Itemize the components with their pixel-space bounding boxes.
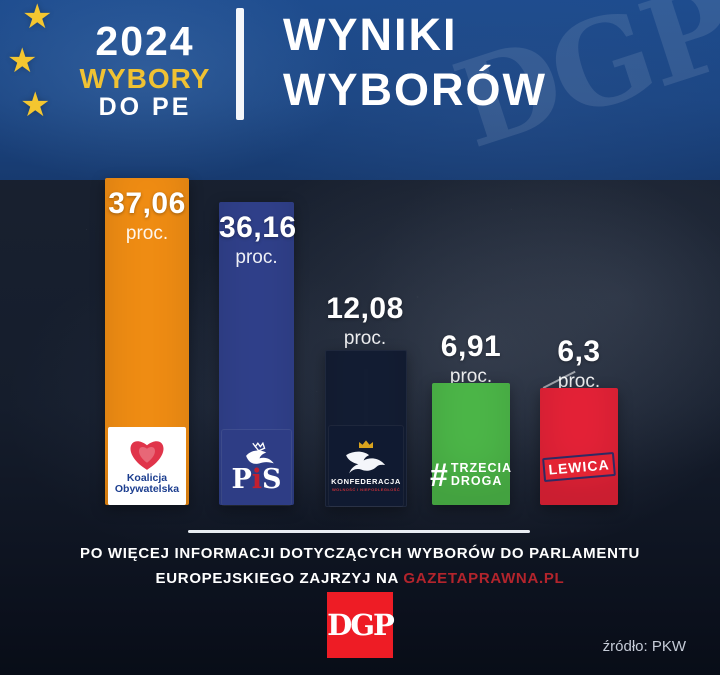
logo-text: TRZECIA DROGA	[450, 460, 512, 488]
eu-star-icon: ★	[7, 42, 38, 80]
value-label-lewica: 6,3 proc.	[513, 335, 645, 393]
value-number: 36,16	[219, 211, 297, 244]
value-label: 36,16 proc.	[219, 211, 297, 269]
source-note: źródło: PKW	[602, 638, 686, 655]
value-unit: proc.	[449, 366, 493, 387]
bar-pis: 36,16 proc. PiS	[219, 202, 297, 505]
page-title: WYNIKI WYBORÓW	[283, 8, 547, 118]
gazetaprawna-link[interactable]: GAZETAPRAWNA.PL	[403, 570, 565, 587]
crown-icon	[359, 440, 373, 448]
logo-pis: PiS	[222, 430, 291, 505]
value-label: 37,06 proc.	[105, 187, 189, 245]
footer-info-line2: EUROPEJSKIEGO ZAJRZYJ NA GAZETAPRAWNA.PL	[155, 570, 565, 587]
eu-star-icon: ★	[22, 0, 53, 36]
logo-koalicja-obywatelska: Koalicja Obywatelska	[108, 427, 186, 505]
value-unit: proc.	[125, 223, 169, 244]
dgp-logo: DGP	[327, 592, 395, 658]
bar-konfederacja: KONFEDERACJA WOLNOŚĆ I NIEPODLEGŁOŚĆ	[325, 350, 407, 507]
page-title-line2: WYBORÓW	[283, 63, 547, 115]
logo-text: PiS	[231, 464, 282, 495]
logo-konfederacja: KONFEDERACJA WOLNOŚĆ I NIEPODLEGŁOŚĆ	[329, 426, 403, 506]
election-word: WYBORY	[79, 63, 211, 95]
logo-text: KONFEDERACJA	[331, 477, 401, 486]
eu-star-icon: ★	[20, 86, 51, 124]
dgp-logo-text: DGP	[327, 608, 395, 642]
logo-lewica: LEWICA	[542, 451, 616, 483]
value-number: 37,06	[108, 187, 186, 220]
election-scope: DO PE	[98, 93, 192, 122]
hash-icon: #	[430, 457, 448, 493]
value-number: 6,3	[557, 335, 601, 368]
logo-text: LEWICA	[547, 456, 611, 478]
heart-icon	[130, 441, 164, 470]
value-unit: proc.	[343, 328, 387, 349]
bar-trzecia-droga: # TRZECIA DROGA	[430, 383, 512, 505]
header-content: DGP ★ ★ ★ 2024 WYBORY DO PE WYNIKI WYBOR…	[0, 0, 720, 180]
header-divider	[236, 8, 244, 120]
footer-divider	[188, 530, 530, 533]
value-unit: proc.	[557, 371, 601, 392]
logo-tagline: WOLNOŚĆ I NIEPODLEGŁOŚĆ	[331, 487, 401, 492]
value-label-konfederacja: 12,08 proc.	[298, 292, 432, 350]
falcon-icon	[346, 451, 386, 474]
value-label-trzecia-droga: 6,91 proc.	[405, 330, 537, 388]
footer-info-line1: PO WIĘCEJ INFORMACJI DOTYCZĄCYCH WYBORÓW…	[79, 545, 641, 562]
logo-trzecia-droga: # TRZECIA DROGA	[430, 457, 512, 493]
value-number: 6,91	[440, 330, 502, 363]
header-banner	[0, 0, 720, 180]
logo-text: Koalicja Obywatelska	[114, 471, 180, 495]
bar-koalicja-obywatelska: 37,06 proc. Koalicja Obywatelska	[105, 178, 189, 505]
bar-lewica: LEWICA	[540, 388, 618, 505]
election-badge: 2024 WYBORY DO PE	[78, 18, 212, 122]
value-number: 12,08	[326, 292, 404, 325]
election-year: 2024	[95, 18, 195, 64]
eagle-crown-icon	[245, 442, 274, 464]
value-unit: proc.	[235, 247, 278, 268]
page-title-line1: WYNIKI	[283, 9, 458, 60]
